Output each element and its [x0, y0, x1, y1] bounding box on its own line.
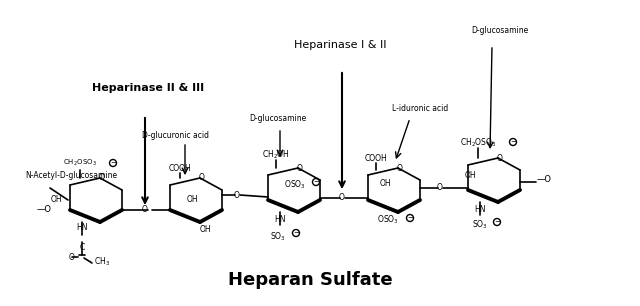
Text: C: C — [79, 244, 84, 252]
Text: OH: OH — [465, 170, 476, 180]
Text: CH$_2$OSO$_3$: CH$_2$OSO$_3$ — [63, 158, 97, 168]
Text: O: O — [339, 192, 345, 201]
Text: COOH: COOH — [168, 163, 191, 173]
Text: COOH: COOH — [365, 154, 387, 162]
Text: HN: HN — [275, 215, 285, 225]
Text: D-glucuronic acid: D-glucuronic acid — [141, 130, 209, 140]
Text: —O: —O — [37, 206, 52, 215]
Text: CH$_2$OSO$_3$: CH$_2$OSO$_3$ — [460, 137, 497, 149]
Text: CH$_2$OH: CH$_2$OH — [262, 149, 290, 161]
Text: D-glucosamine: D-glucosamine — [250, 114, 307, 122]
Text: O: O — [142, 206, 148, 215]
Text: OH: OH — [51, 196, 62, 204]
Text: −: − — [407, 215, 413, 221]
Text: O: O — [69, 252, 75, 262]
Text: −: − — [313, 179, 319, 185]
Text: −: − — [293, 230, 299, 236]
Text: −: − — [110, 160, 116, 166]
Text: SO$_3$: SO$_3$ — [270, 231, 286, 243]
Text: −: − — [494, 219, 500, 225]
Text: O: O — [397, 163, 403, 173]
Text: OH: OH — [187, 196, 198, 204]
Text: CH$_3$: CH$_3$ — [94, 256, 110, 268]
Text: O: O — [297, 163, 303, 173]
Text: Heparan Sulfate: Heparan Sulfate — [228, 271, 392, 289]
Text: D-glucosamine: D-glucosamine — [472, 25, 529, 35]
Text: OSO$_3$: OSO$_3$ — [377, 214, 399, 226]
Text: O: O — [199, 174, 205, 182]
Text: SO$_3$: SO$_3$ — [472, 219, 488, 231]
Text: —O: —O — [537, 176, 552, 185]
Text: O: O — [437, 182, 443, 192]
Text: OH: OH — [380, 178, 392, 188]
Text: O: O — [497, 154, 503, 162]
Text: L-iduronic acid: L-iduronic acid — [392, 103, 448, 113]
Text: OSO$_3$: OSO$_3$ — [284, 179, 306, 191]
Text: HN: HN — [474, 206, 486, 215]
Text: OH: OH — [199, 226, 211, 234]
Text: O: O — [99, 174, 105, 182]
Text: HN: HN — [76, 223, 88, 233]
Text: Heparinase II & III: Heparinase II & III — [92, 83, 204, 93]
Text: Heparinase I & II: Heparinase I & II — [294, 40, 387, 50]
Text: N-Acetyl-D-glucosamine: N-Acetyl-D-glucosamine — [25, 170, 117, 180]
Text: −: − — [510, 139, 516, 145]
Text: O: O — [234, 191, 240, 200]
